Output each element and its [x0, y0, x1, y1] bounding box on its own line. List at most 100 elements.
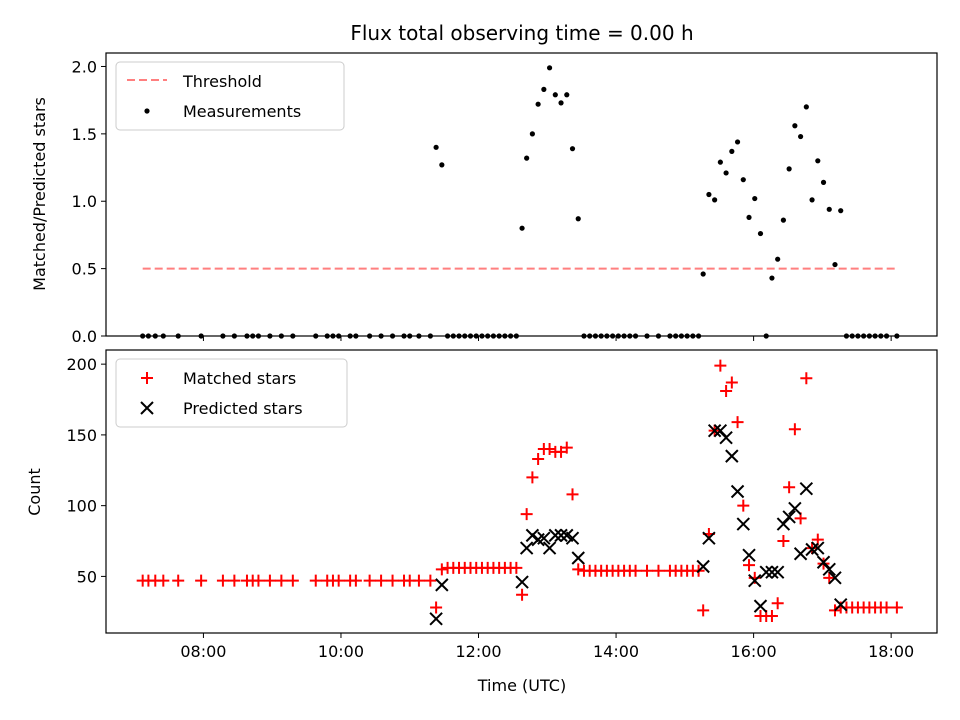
measurement-point — [535, 101, 541, 107]
matched-star-point — [252, 574, 265, 587]
matched-star-point — [532, 452, 545, 465]
matched-star-point — [510, 561, 523, 574]
measurement-point — [809, 197, 815, 203]
predicted-star-point — [730, 484, 745, 499]
matched-star-point — [765, 610, 778, 623]
top-y-axis-label: Matched/Predicted stars — [30, 97, 49, 291]
predicted-star-point — [753, 599, 768, 613]
y-tick-label: 50 — [77, 567, 97, 586]
matched-star-point — [720, 385, 733, 398]
matched-star-point — [783, 481, 796, 494]
predicted-star-point — [571, 551, 585, 565]
bottom-y-axis-label: Count — [25, 468, 44, 516]
measurement-point — [815, 158, 821, 164]
predicted-star-point — [788, 501, 802, 516]
measurement-point — [792, 123, 798, 129]
matched-star-point — [332, 574, 345, 587]
measurement-point — [700, 271, 706, 277]
matched-star-point — [800, 372, 813, 385]
measurement-point — [752, 195, 758, 202]
matched-star-point — [806, 542, 819, 555]
predicted-star-point — [537, 531, 551, 545]
predicted-star-point — [793, 547, 808, 561]
measurement-point — [838, 208, 844, 214]
matched-star-point — [572, 563, 585, 576]
matched-star-point — [430, 601, 443, 614]
x-tick-label: 08:00 — [180, 642, 226, 661]
predicted-star-point — [828, 571, 842, 585]
top-legend-box — [115, 61, 345, 131]
matched-star-point — [771, 597, 784, 610]
matched-star-point — [725, 376, 738, 389]
matched-star-point — [731, 416, 744, 429]
measurement-point — [529, 131, 535, 137]
top-x-ticks — [202, 336, 892, 341]
matched-star-point — [823, 571, 836, 584]
measurement-point — [439, 162, 445, 168]
legend-predicted-label: Predicted stars — [183, 399, 303, 418]
legend-matched-label: Matched stars — [183, 369, 296, 388]
predicted-star-point — [548, 528, 563, 543]
measurement-point — [798, 133, 804, 140]
legend-predicted-marker — [140, 401, 154, 415]
predicted-star-point — [696, 559, 710, 574]
matched-star-point — [629, 564, 642, 577]
y-tick-label: 0.0 — [72, 327, 97, 346]
predicted-star-point — [736, 517, 750, 531]
matched-star-point — [737, 499, 750, 512]
measurement-point — [546, 65, 553, 71]
measurement-point — [717, 159, 723, 165]
matched-star-point — [526, 471, 539, 484]
measurement-point — [569, 146, 576, 152]
matched-star-point — [386, 574, 399, 587]
measurement-point — [746, 214, 752, 221]
measurement-point — [552, 92, 558, 98]
matched-star-point — [412, 574, 425, 587]
matched-star-point — [216, 574, 229, 587]
predicted-star-point — [525, 528, 540, 543]
measurement-point — [769, 275, 775, 281]
predicted-star-point — [770, 565, 785, 579]
matched-star-point — [363, 574, 376, 587]
measurement-point — [519, 225, 525, 231]
x-tick-label: 14:00 — [593, 642, 639, 661]
predicted-star-point — [742, 548, 756, 562]
y-tick-label: 2.0 — [72, 57, 97, 76]
measurement-point — [541, 86, 547, 92]
legend-measurements-label: Measurements — [183, 102, 301, 121]
x-tick-label: 18:00 — [868, 642, 914, 661]
y-tick-label: 100 — [66, 497, 97, 516]
matched-star-point — [435, 563, 448, 576]
matched-star-point — [309, 574, 322, 587]
matched-star-point — [880, 601, 893, 614]
measurement-point — [706, 191, 712, 198]
measurement-point — [524, 155, 530, 161]
x-tick-label: 16:00 — [731, 642, 777, 661]
legend-measurements-marker — [144, 108, 150, 114]
matched-star-point — [520, 508, 533, 521]
measurement-point — [734, 139, 741, 145]
matched-star-point — [286, 574, 299, 587]
measurement-point — [723, 170, 729, 176]
matched-star-point — [641, 564, 654, 577]
predicted-star-point — [748, 573, 762, 588]
matched-star-point — [157, 574, 170, 587]
predicted-star-point — [702, 531, 716, 545]
measurement-point — [729, 148, 735, 154]
matched-star-point — [743, 559, 756, 572]
predicted-star-point — [719, 431, 733, 445]
bottom-axes-frame — [105, 349, 938, 634]
measurement-point — [780, 217, 787, 223]
measurement-point — [832, 261, 838, 268]
predicted-star-point — [435, 578, 449, 592]
predicted-star-point — [429, 612, 443, 626]
measurement-point — [826, 206, 832, 212]
measurement-point — [786, 166, 792, 172]
y-tick-label: 1.0 — [72, 192, 97, 211]
predicted-star-point — [811, 541, 825, 555]
bottom-legend-box — [115, 358, 348, 428]
predicted-star-point — [799, 481, 814, 496]
matched-star-point — [560, 441, 573, 454]
predicted-star-point — [759, 565, 773, 579]
bottom-legend: Matched stars Predicted stars — [115, 358, 348, 428]
